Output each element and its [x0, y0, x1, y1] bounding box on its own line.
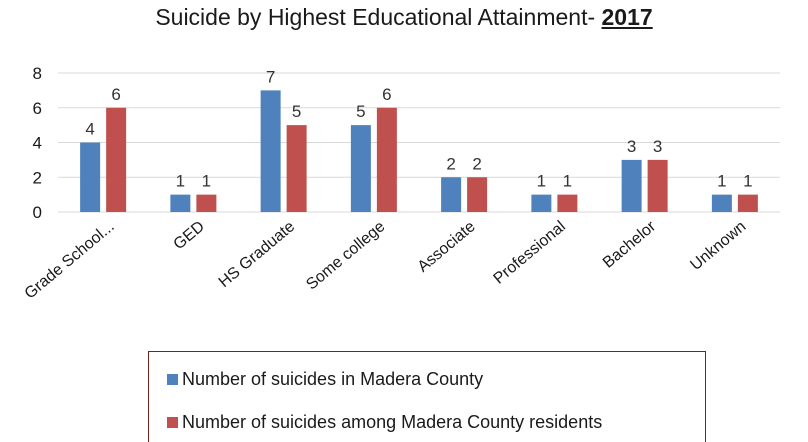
data-label: 2	[446, 154, 455, 173]
bar-series-1	[711, 194, 732, 212]
x-tick-label: Bachelor	[600, 218, 660, 272]
bar-series-1	[80, 142, 101, 212]
bar-series-1	[260, 90, 281, 212]
bar-series-1	[170, 194, 191, 212]
data-label: 7	[266, 67, 275, 86]
bar-series-2	[106, 107, 127, 212]
x-tick-label: Some college	[303, 218, 388, 293]
x-tick-label: HS Graduate	[216, 218, 299, 291]
data-label: 1	[717, 172, 726, 191]
chart-legend: Number of suicides in Madera County Numb…	[148, 351, 706, 442]
legend-item-residents: Number of suicides among Madera County r…	[167, 412, 602, 433]
data-label: 1	[202, 172, 211, 191]
y-tick-label: 6	[33, 99, 42, 118]
chart-title-text: Suicide by Highest Educational Attainmen…	[155, 4, 602, 30]
y-tick-label: 8	[33, 64, 42, 83]
legend-item-county: Number of suicides in Madera County	[167, 369, 483, 390]
x-tick-label: Unknown	[687, 218, 749, 274]
y-tick-label: 0	[33, 203, 42, 222]
data-label: 1	[176, 172, 185, 191]
legend-label-residents: Number of suicides among Madera County r…	[182, 412, 603, 432]
data-label: 1	[743, 172, 752, 191]
data-label: 2	[472, 154, 481, 173]
data-label: 4	[85, 120, 94, 139]
bar-series-2	[557, 194, 578, 212]
bar-series-2	[647, 159, 668, 212]
bar-series-1	[441, 177, 462, 212]
bar-series-2	[286, 125, 307, 212]
data-label: 5	[356, 102, 365, 121]
legend-swatch-residents	[167, 417, 178, 428]
legend-label-county: Number of suicides in Madera County	[182, 369, 484, 389]
data-label: 1	[537, 172, 546, 191]
x-tick-label: Associate	[415, 218, 479, 276]
chart-title: Suicide by Highest Educational Attainmen…	[0, 4, 808, 31]
bar-series-2	[467, 177, 488, 212]
legend-swatch-county	[167, 374, 178, 385]
data-label: 6	[111, 85, 120, 104]
bar-series-1	[621, 159, 642, 212]
data-label: 3	[653, 137, 662, 156]
bar-series-2	[737, 194, 758, 212]
bar-series-2	[196, 194, 217, 212]
y-tick-label: 2	[33, 168, 42, 187]
y-tick-label: 4	[33, 134, 42, 153]
chart-title-year: 2017	[601, 4, 653, 30]
bar-series-1	[350, 125, 371, 212]
x-tick-label: Professional	[491, 218, 569, 288]
data-label: 6	[382, 85, 391, 104]
data-label: 1	[563, 172, 572, 191]
x-tick-label: GED	[170, 218, 207, 253]
data-label: 3	[627, 137, 636, 156]
bar-series-1	[531, 194, 552, 212]
bar-series-2	[376, 107, 397, 212]
data-label: 5	[292, 102, 301, 121]
x-tick-label: Grade School...	[22, 218, 118, 302]
